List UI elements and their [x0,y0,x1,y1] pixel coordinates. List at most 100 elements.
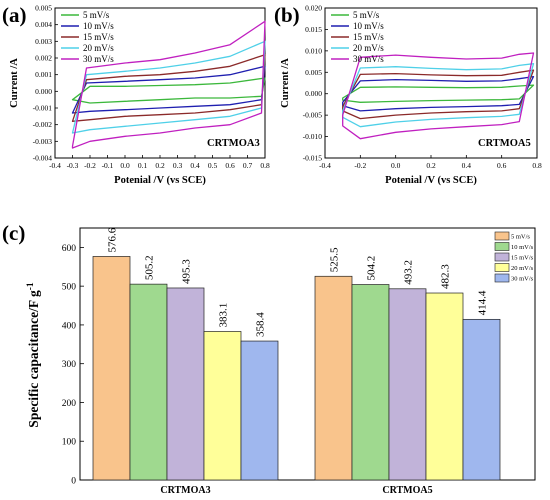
x-tick-label: 0.3 [173,161,183,170]
y-tick-label: 0.004 [35,20,52,29]
y-tick-label: 0.020 [305,4,322,13]
panel-b-curves [342,52,535,140]
panel-a-x-axis-title: Potenial /V (vs SCE) [114,175,206,186]
y-tick-label: 400 [62,321,77,331]
panel-b-letter: (b) [274,3,300,27]
cv-curve-10-mv-s [342,75,535,112]
bar [240,340,279,481]
y-tick-label: -0.005 [303,111,323,120]
bar [314,275,353,481]
legend-label: 15 mV/s [83,32,114,42]
bar [129,283,168,481]
panel-b-x-ticks: -0.4 -0.2 0.0 0.2 0.4 0.6 0.8 [319,155,542,170]
panel-b-sample-label: CRTMOA5 [478,138,531,149]
panel-c: (c) 0 100 200 300 400 500 600 576.6 505.2 495.3 3… [2,221,536,496]
x-tick-label: 0.0 [391,161,401,170]
x-tick-label: -0.1 [102,161,114,170]
x-tick-label: 0.4 [462,161,472,170]
panel-c-y-axis-title-text: Specific capacitance/F g [26,290,41,428]
legend-swatch [494,231,510,241]
x-tick-label: 0.6 [497,161,507,170]
y-tick-label: -0.001 [33,104,53,113]
panel-c-categories: CRTMOA3 CRTMOA5 [160,485,432,496]
legend-label: 20 mV/s [353,43,384,53]
legend-label: 10 mV/s [353,21,384,31]
bar-data-label: 493.2 [403,260,415,285]
panel-a-sample-label: CRTMOA3 [207,138,260,149]
y-tick-label: 0.005 [35,4,52,13]
x-tick-label: 0.0 [120,161,130,170]
x-tick-label: 0.2 [155,161,165,170]
legend-label: 30 mV/s [83,54,114,64]
bar-data-label: 495.3 [181,259,193,284]
panel-c-data-labels: 576.6 505.2 495.3 383.1 358.4 525.5 504.2 493.2… [107,227,489,337]
panel-a-curves [71,20,266,149]
bar [92,256,131,481]
bar [166,287,205,481]
y-tick-label: -0.010 [303,132,323,141]
y-tick-label: 0.000 [305,89,322,98]
legend-label: 20 mV/s [83,43,114,53]
y-tick-label: 0.015 [305,25,322,34]
panel-a-legend: 5 mV/s10 mV/s15 mV/s20 mV/s30 mV/s [61,10,114,64]
bar-data-label: 414.4 [477,290,489,315]
x-tick-label: 0.6 [225,161,235,170]
panel-b-y-axis-title: Current /A [280,58,291,108]
bar [388,288,427,481]
y-tick-label: -0.003 [33,137,53,146]
legend-label: 15 mV/s [511,255,534,262]
cv-curve-15-mv-s [342,69,535,120]
panel-a: (a) -0.4 -0.3 -0.2 -0.1 0.0 0.1 0.2 0.3 0.4 0.5 0.… [2,3,270,186]
y-tick-label: 500 [62,283,77,293]
bar-data-label: 504.2 [366,256,378,281]
x-tick-label: -0.2 [84,161,96,170]
legend-swatch [494,273,510,283]
panel-b-x-axis-title: Potenial /V (vs SCE) [385,175,477,186]
panel-c-letter: (c) [2,221,25,245]
y-tick-label: 200 [62,399,77,409]
bar [462,318,501,481]
legend-swatch [494,242,510,251]
x-tick-label: 0.5 [208,161,218,170]
y-tick-label: -0.002 [33,120,53,129]
legend-label: 5 mV/s [353,10,380,20]
legend-label: 30 mV/s [353,54,384,64]
cv-curve-30-mv-s [71,20,266,149]
cv-curve-5-mv-s [342,84,535,103]
cv-curve-30-mv-s [342,52,535,140]
panel-c-plot-frame [79,227,536,481]
legend-label: 10 mV/s [511,244,534,251]
bar-data-label: 576.6 [107,227,119,252]
y-tick-label: -0.015 [303,154,323,163]
panel-a-y-ticks: -0.004 -0.003 -0.002 -0.001 0.000 0.001 0.002 0… [33,4,58,163]
legend-swatch [494,263,510,272]
bar-data-label: 358.4 [255,312,267,337]
panel-b-legend: 5 mV/s10 mV/s15 mV/s20 mV/s30 mV/s [331,10,384,64]
legend-label: 30 mV/s [511,276,534,283]
legend-label: 10 mV/s [83,21,114,31]
x-tick-label: 0.1 [138,161,148,170]
panel-b: (b) -0.4 -0.2 0.0 0.2 0.4 0.6 0.8 -0.015 -0.010… [274,3,542,186]
legend-label: 20 mV/s [511,265,534,272]
bar [351,284,390,481]
panel-c-legend: 5 mV/s 10 mV/s 15 mV/s 20 mV/s 30 mV/s [494,231,534,283]
y-tick-label: 0.002 [35,54,52,63]
panel-a-y-axis-title: Current /A [9,58,20,108]
panel-b-y-ticks: -0.015 -0.010 -0.005 0.000 0.005 0.010 0.015 0.… [303,4,328,163]
panel-c-bars [92,256,501,481]
legend-swatch [494,252,510,262]
y-tick-label: 300 [62,360,77,370]
category-label: CRTMOA5 [382,485,432,496]
x-tick-label: 0.8 [260,161,270,170]
x-tick-label: 0.8 [532,161,542,170]
legend-label: 5 mV/s [511,234,530,241]
category-label: CRTMOA3 [160,485,210,496]
bar-data-label: 383.1 [218,303,230,328]
x-tick-label: -0.3 [67,161,79,170]
y-tick-label: 100 [62,438,77,448]
bar-data-label: 482.3 [440,264,452,289]
panel-c-y-axis-title-superscript: -1 [26,282,36,290]
bar [203,331,242,481]
y-tick-label: 0.000 [35,87,52,96]
